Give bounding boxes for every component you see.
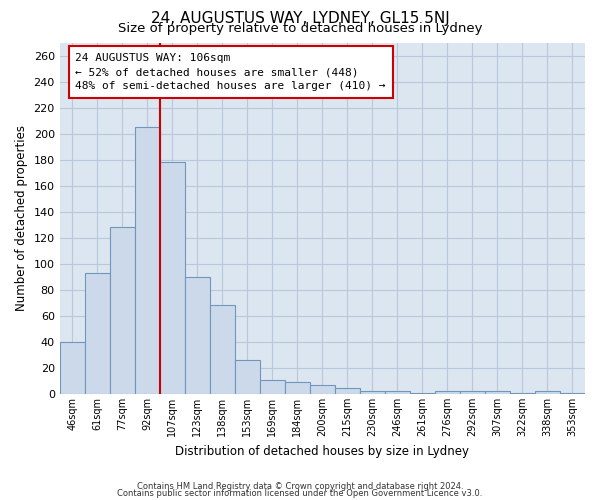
Bar [160,162,185,394]
Bar [335,388,360,394]
Bar [310,385,335,394]
Bar [385,392,410,394]
Bar [110,228,135,394]
Bar [435,392,460,394]
Bar [135,127,160,394]
Bar [485,392,510,394]
Text: 24 AUGUSTUS WAY: 106sqm
← 52% of detached houses are smaller (448)
48% of semi-d: 24 AUGUSTUS WAY: 106sqm ← 52% of detache… [76,53,386,91]
Bar [510,392,535,394]
Bar [185,277,210,394]
Y-axis label: Number of detached properties: Number of detached properties [15,126,28,312]
Text: Contains HM Land Registry data © Crown copyright and database right 2024.: Contains HM Land Registry data © Crown c… [137,482,463,491]
Bar [285,382,310,394]
Text: Contains public sector information licensed under the Open Government Licence v3: Contains public sector information licen… [118,489,482,498]
Bar [235,360,260,394]
Bar [560,392,585,394]
Bar [360,392,385,394]
Bar [460,392,485,394]
Text: 24, AUGUSTUS WAY, LYDNEY, GL15 5NJ: 24, AUGUSTUS WAY, LYDNEY, GL15 5NJ [151,11,449,26]
X-axis label: Distribution of detached houses by size in Lydney: Distribution of detached houses by size … [175,444,469,458]
Bar [85,273,110,394]
Bar [59,342,85,394]
Bar [260,380,285,394]
Bar [535,392,560,394]
Bar [410,392,435,394]
Text: Size of property relative to detached houses in Lydney: Size of property relative to detached ho… [118,22,482,35]
Bar [210,306,235,394]
